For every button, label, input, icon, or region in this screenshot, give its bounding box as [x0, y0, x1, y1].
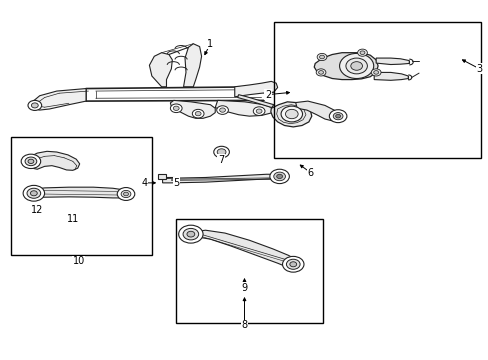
Circle shape: [335, 114, 340, 118]
Text: 1: 1: [207, 39, 213, 49]
Circle shape: [269, 169, 289, 184]
Circle shape: [339, 53, 373, 78]
Polygon shape: [373, 72, 407, 80]
Circle shape: [219, 108, 225, 112]
Bar: [176, 220, 322, 323]
Polygon shape: [264, 86, 276, 93]
Circle shape: [319, 55, 324, 59]
Polygon shape: [295, 101, 339, 121]
Circle shape: [121, 190, 131, 198]
Polygon shape: [314, 53, 377, 80]
Polygon shape: [32, 89, 86, 110]
Circle shape: [276, 174, 282, 179]
Circle shape: [286, 259, 300, 269]
Text: 7: 7: [218, 155, 224, 165]
Circle shape: [273, 172, 285, 181]
Text: 3: 3: [475, 64, 482, 74]
Circle shape: [316, 69, 325, 76]
Polygon shape: [375, 58, 408, 64]
Circle shape: [357, 49, 366, 56]
Circle shape: [253, 107, 264, 116]
Polygon shape: [188, 230, 297, 267]
Polygon shape: [149, 53, 172, 87]
Circle shape: [332, 113, 342, 120]
Circle shape: [370, 69, 380, 76]
Circle shape: [30, 191, 37, 196]
Circle shape: [123, 192, 128, 196]
Circle shape: [25, 157, 37, 166]
Polygon shape: [215, 100, 273, 116]
Circle shape: [217, 149, 225, 155]
Circle shape: [173, 106, 179, 111]
Text: 10: 10: [72, 256, 84, 266]
Polygon shape: [30, 151, 80, 170]
Text: 8: 8: [241, 320, 247, 330]
Circle shape: [329, 110, 346, 123]
Text: 6: 6: [307, 168, 313, 178]
Circle shape: [282, 256, 304, 272]
Circle shape: [186, 231, 194, 237]
Text: 5: 5: [173, 178, 179, 188]
Bar: [11, 137, 152, 255]
Circle shape: [213, 146, 229, 158]
Circle shape: [256, 109, 262, 113]
Circle shape: [117, 188, 135, 201]
Circle shape: [192, 109, 203, 118]
Circle shape: [170, 104, 182, 113]
Circle shape: [21, 154, 41, 168]
Circle shape: [23, 185, 44, 201]
Circle shape: [359, 51, 364, 54]
Polygon shape: [270, 102, 311, 127]
Bar: [273, 22, 480, 158]
Polygon shape: [34, 187, 128, 198]
Text: 4: 4: [141, 178, 147, 188]
Circle shape: [28, 100, 41, 111]
Circle shape: [27, 188, 41, 198]
Circle shape: [289, 262, 296, 267]
Circle shape: [183, 228, 198, 240]
Circle shape: [31, 103, 38, 108]
Polygon shape: [158, 174, 165, 179]
Polygon shape: [237, 95, 273, 108]
Circle shape: [178, 225, 203, 243]
Circle shape: [285, 109, 298, 119]
Circle shape: [345, 58, 366, 74]
Circle shape: [318, 71, 323, 74]
Text: 2: 2: [264, 90, 270, 100]
Circle shape: [195, 112, 201, 116]
Circle shape: [216, 106, 228, 114]
Polygon shape: [183, 44, 201, 87]
Circle shape: [281, 106, 302, 122]
Polygon shape: [162, 174, 278, 183]
Circle shape: [350, 62, 362, 70]
Text: 11: 11: [66, 215, 79, 224]
Circle shape: [317, 53, 326, 60]
Polygon shape: [170, 100, 215, 118]
Circle shape: [373, 71, 378, 74]
Circle shape: [28, 159, 34, 163]
Text: 12: 12: [31, 206, 43, 216]
Polygon shape: [234, 81, 277, 97]
Text: 9: 9: [241, 283, 247, 293]
